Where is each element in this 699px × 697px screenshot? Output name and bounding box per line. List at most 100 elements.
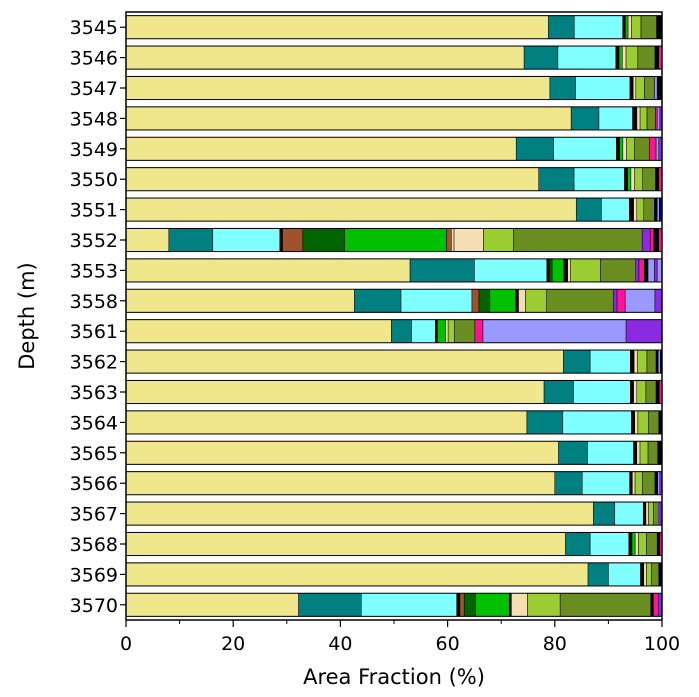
bar-segment [642, 167, 656, 192]
bar-segment [646, 562, 652, 587]
bar-segment [624, 167, 628, 192]
x-tick-label: 100 [644, 633, 680, 655]
bar-segment [653, 501, 659, 526]
bar-segment [125, 380, 545, 404]
bar-segment [474, 319, 484, 344]
bar-segment [616, 136, 620, 161]
bar-segment [622, 15, 626, 40]
bar-segment [125, 167, 539, 192]
bar-segment [622, 136, 627, 161]
bar-segment [629, 76, 634, 100]
bar-3558 [125, 288, 663, 313]
bar-segment [651, 562, 660, 587]
bar-segment [636, 197, 645, 222]
bar-segment [638, 532, 647, 556]
bar-segment [648, 501, 654, 526]
bar-segment [630, 167, 635, 192]
x-tick-label: 80 [543, 633, 567, 655]
bar-segment [445, 319, 449, 344]
bar-segment [515, 136, 554, 161]
bar-segment [642, 501, 647, 526]
bar-segment [638, 258, 645, 283]
y-tick-label: 3551 [70, 200, 118, 222]
bar-segment [649, 228, 655, 252]
bar-segment [635, 258, 640, 283]
bar-3561 [125, 319, 663, 344]
bar-segment [633, 380, 638, 404]
bar-segment [589, 532, 630, 556]
bar-segment [593, 501, 616, 526]
bar-segment [632, 76, 637, 100]
bar-segment [527, 592, 561, 617]
bar-segment [625, 319, 663, 344]
bar-segment [489, 288, 517, 313]
x-tick-label: 60 [436, 633, 460, 655]
bar-segment [125, 288, 355, 313]
bar-segment [471, 288, 480, 313]
bar-3549 [125, 136, 663, 161]
bar-segment [298, 592, 362, 617]
y-axis-title: Depth (m) [15, 262, 39, 369]
plot-frame [125, 11, 663, 621]
bar-segment [655, 167, 660, 192]
bar-segment [636, 380, 647, 404]
bar-3563 [125, 379, 663, 405]
bar-segment [563, 258, 568, 283]
bar-segment [634, 136, 650, 161]
bar-segment [613, 288, 618, 313]
bar-3547 [125, 75, 663, 101]
bar-segment [474, 258, 548, 283]
bar-segment [643, 197, 655, 222]
y-tick-label: 3568 [70, 534, 118, 556]
bar-3570 [125, 592, 663, 617]
bar-segment [435, 319, 438, 344]
bar-segment [558, 440, 588, 465]
bar-segment [647, 258, 655, 283]
bar-segment [587, 440, 634, 465]
bar-segment [653, 592, 659, 617]
y-tick-label: 3548 [70, 108, 118, 130]
bar-segment [633, 349, 638, 374]
y-tick-label: 3553 [70, 260, 118, 282]
bar-segment [625, 15, 629, 40]
bar-segment [640, 15, 657, 40]
bar-segment [551, 258, 565, 283]
bar-segment [567, 258, 571, 283]
bar-segment [125, 319, 392, 344]
bar-segment [631, 410, 635, 435]
bar-segment [549, 258, 553, 283]
y-tick-label: 3564 [70, 412, 118, 434]
bar-segment [654, 197, 658, 222]
bar-3551 [125, 197, 663, 222]
bar-3550 [125, 167, 663, 192]
bar-segment [437, 319, 446, 344]
bar-segment [538, 167, 575, 192]
y-tick-label: 3565 [70, 443, 118, 465]
bar-segment [475, 592, 510, 617]
bar-segment [400, 288, 473, 313]
bar-segment [619, 136, 624, 161]
bar-segment [626, 136, 635, 161]
bar-segment [125, 349, 564, 374]
bar-3545 [125, 15, 663, 40]
bar-segment [279, 228, 283, 252]
bar-segment [447, 319, 455, 344]
bar-segment [645, 380, 657, 404]
bar-segment [637, 45, 656, 70]
bar-segment [125, 45, 525, 70]
bar-3569 [125, 562, 663, 587]
bar-segment [636, 106, 641, 131]
bar-segment [654, 258, 658, 283]
bar-segment [608, 562, 641, 587]
bar-segment [656, 532, 661, 556]
bar-segment [554, 471, 583, 496]
bar-segment [622, 45, 627, 70]
bar-3564 [125, 410, 663, 435]
bar-segment [656, 197, 660, 222]
bar-segment [633, 197, 638, 222]
y-tick-label: 3545 [70, 17, 118, 39]
bar-segment [546, 258, 550, 283]
bar-segment [570, 258, 601, 283]
bar-3548 [125, 106, 663, 131]
bar-segment [589, 349, 631, 374]
